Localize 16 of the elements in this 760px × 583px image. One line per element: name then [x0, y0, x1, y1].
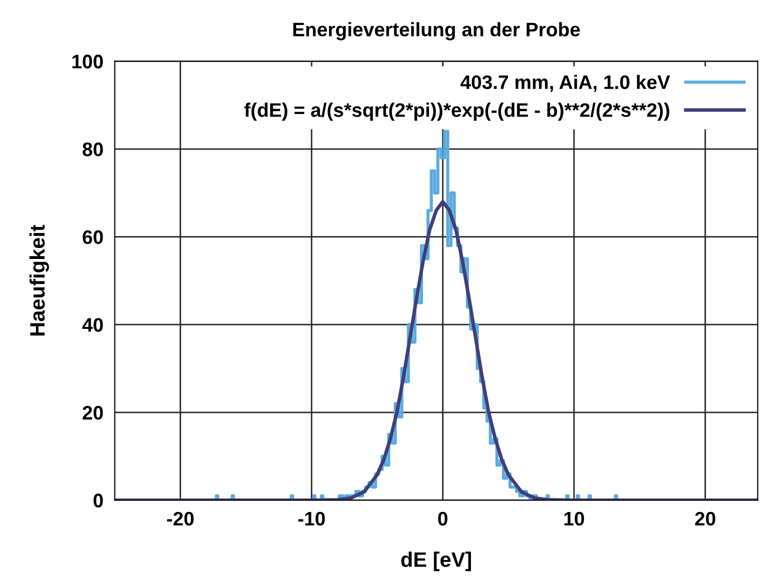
y-axis-title: Haeufigkeit: [29, 224, 49, 336]
chart-title: Energieverteilung an der Probe: [293, 22, 580, 40]
x-tick-label: 10: [564, 512, 584, 526]
y-tick-label: 80: [82, 142, 103, 156]
y-tick-label: 60: [82, 230, 103, 244]
x-tick-label: 0: [438, 512, 448, 526]
y-tick-label: 0: [94, 494, 103, 508]
y-tick-label: 40: [82, 318, 103, 332]
legend-label: 403.7 mm, AiA, 1.0 keV: [460, 74, 670, 92]
x-axis-title: dE [eV]: [401, 552, 471, 572]
y-tick-label: 100: [72, 54, 103, 68]
legend-label: f(dE) = a/(s*sqrt(2*pi))*exp(-(dE - b)**2/(2*s**2)): [244, 102, 670, 121]
y-tick-label: 20: [82, 406, 103, 420]
x-tick-label: -20: [167, 512, 194, 526]
x-tick-label: 20: [695, 512, 716, 526]
x-tick-label: -10: [298, 512, 325, 526]
